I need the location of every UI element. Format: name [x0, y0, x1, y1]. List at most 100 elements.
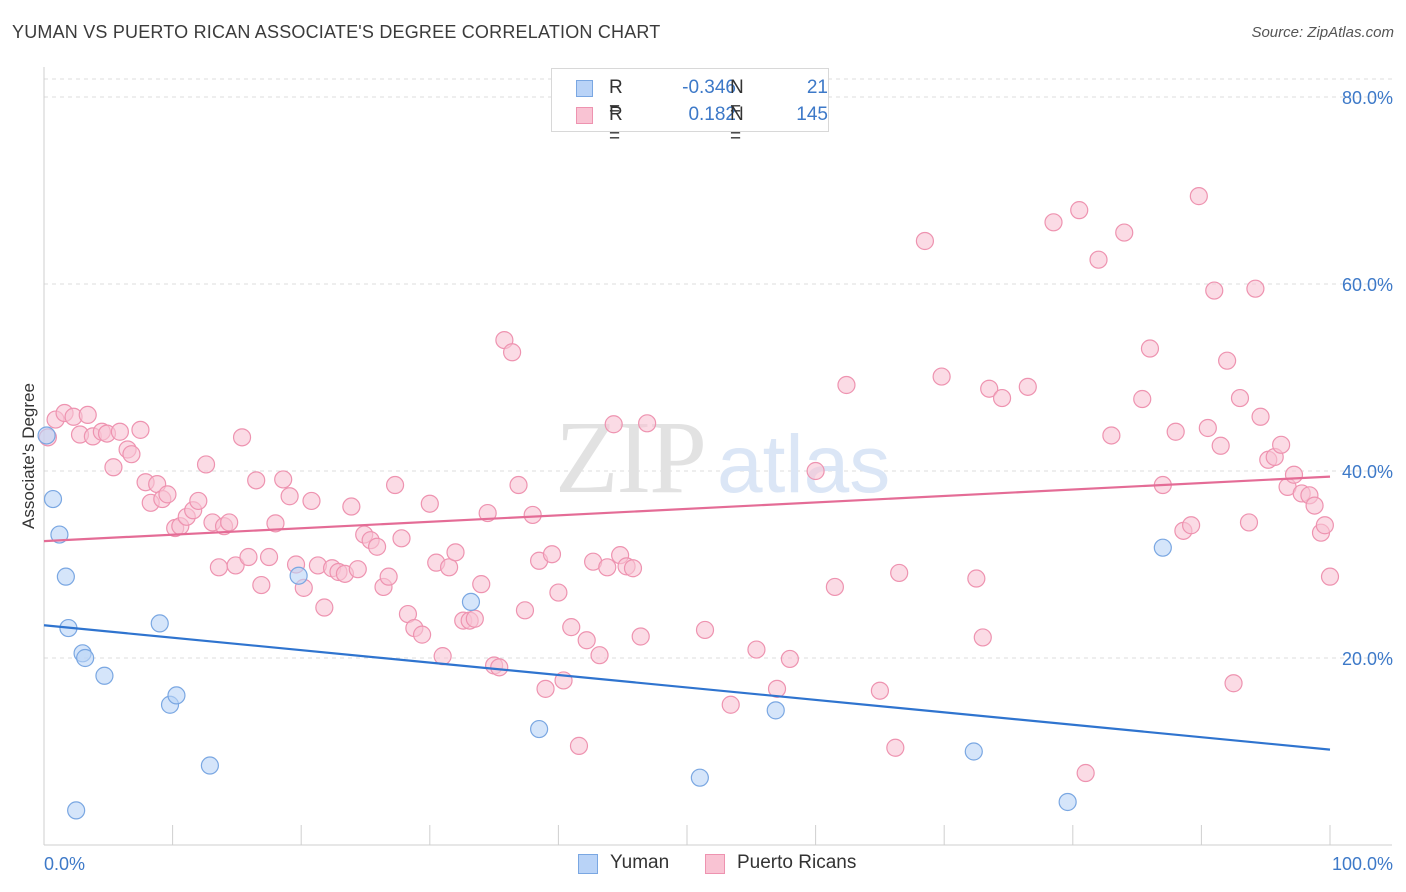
- puerto-rican-point: [747, 640, 766, 659]
- puerto-rican-point: [412, 625, 432, 644]
- puerto-rican-point: [439, 558, 459, 577]
- puerto-rican-point: [886, 738, 905, 757]
- y-tick-label: 80.0%: [1342, 88, 1393, 108]
- pr-swatch: [576, 107, 593, 124]
- puerto-rican-point: [232, 428, 252, 447]
- puerto-rican-point: [1070, 201, 1089, 220]
- puerto-rican-point: [247, 471, 266, 490]
- yuman-point: [461, 592, 481, 612]
- puerto-rican-point: [1140, 339, 1160, 358]
- pr-legend-label: Puerto Ricans: [737, 852, 857, 873]
- puerto-rican-point: [509, 475, 528, 495]
- r-label: R =: [609, 77, 623, 120]
- puerto-rican-point: [1205, 281, 1224, 300]
- puerto-rican-point: [767, 679, 787, 698]
- puerto-rican-point: [122, 445, 141, 464]
- puerto-rican-point: [1320, 567, 1340, 586]
- puerto-rican-point: [980, 379, 999, 398]
- puerto-rican-trend-line: [43, 475, 1331, 543]
- puerto-rican-point: [1044, 213, 1063, 232]
- puerto-rican-point: [932, 367, 951, 386]
- puerto-rican-point: [104, 458, 123, 477]
- yuman-point: [76, 648, 95, 668]
- yuman-point: [1058, 792, 1077, 812]
- puerto-rican-point: [1224, 674, 1243, 693]
- puerto-rican-point: [780, 649, 799, 669]
- puerto-rican-point: [1272, 435, 1291, 454]
- puerto-rican-point: [915, 231, 935, 251]
- puerto-rican-point: [1315, 516, 1334, 535]
- yuman-trend-line: [43, 624, 1331, 751]
- trend-lines: [43, 475, 1331, 751]
- chart-source: Source: ZipAtlas.com: [1251, 24, 1394, 41]
- puerto-rican-point: [1189, 187, 1208, 206]
- puerto-rican-point: [870, 681, 890, 700]
- puerto-rican-point: [1251, 407, 1270, 426]
- yuman-point: [964, 742, 983, 761]
- puerto-rican-point: [973, 628, 992, 647]
- x-tick-label-min: 0.0%: [44, 854, 85, 874]
- yuman-point: [50, 525, 69, 544]
- puerto-rican-point: [549, 583, 568, 602]
- puerto-rican-point: [420, 494, 439, 513]
- puerto-rican-point: [252, 575, 271, 595]
- n-label: N =: [730, 104, 744, 147]
- puerto-rican-point: [239, 547, 258, 567]
- puerto-rican-point: [342, 497, 361, 516]
- puerto-rican-point: [1239, 513, 1259, 532]
- correlation-legend: R = -0.346 N = 21 R = 0.182 N = 145: [551, 68, 829, 147]
- yuman-point: [150, 614, 169, 633]
- puerto-rican-point: [837, 375, 856, 395]
- y-tick-label: 60.0%: [1342, 275, 1393, 295]
- puerto-rican-point: [131, 420, 150, 439]
- puerto-rican-point: [1211, 436, 1230, 455]
- puerto-rican-point: [1305, 496, 1324, 515]
- grid-layer: [44, 78, 1392, 659]
- puerto-rican-point: [1102, 426, 1121, 445]
- puerto-rican-point: [226, 556, 245, 575]
- puerto-rican-point: [638, 414, 657, 433]
- puerto-rican-point: [220, 513, 239, 532]
- puerto-rican-point: [1089, 250, 1108, 269]
- puerto-rican-point: [562, 618, 581, 637]
- puerto-rican-point: [490, 658, 509, 677]
- axis-labels: 20.0% 40.0% 60.0% 80.0% 0.0% 100.0% Associate'…: [19, 88, 1393, 874]
- puerto-rican-point: [274, 470, 293, 489]
- puerto-rican-point: [315, 598, 334, 617]
- yuman-points: [37, 426, 1172, 820]
- puerto-rican-point: [1076, 763, 1095, 783]
- puerto-rican-point: [1246, 279, 1265, 298]
- puerto-rican-point: [433, 647, 452, 666]
- chart-title: YUMAN VS PUERTO RICAN ASSOCIATE'S DEGREE…: [12, 22, 661, 42]
- puerto-rican-point: [992, 388, 1012, 408]
- n-value-yuman: 21: [806, 77, 828, 98]
- yuman-point: [37, 426, 56, 445]
- puerto-rican-point: [158, 485, 177, 504]
- puerto-rican-point: [523, 505, 542, 525]
- yuman-point: [766, 701, 785, 720]
- puerto-rican-point: [590, 646, 609, 665]
- r-value-yuman: -0.346: [682, 77, 736, 98]
- yuman-point: [95, 666, 114, 685]
- puerto-rican-point: [1284, 465, 1304, 484]
- puerto-rican-point: [515, 601, 535, 620]
- puerto-rican-point: [302, 491, 321, 511]
- puerto-rican-point: [1166, 422, 1185, 441]
- puerto-rican-point: [604, 415, 623, 434]
- watermark-zip: ZIP: [555, 400, 705, 515]
- puerto-rican-point: [446, 543, 465, 562]
- puerto-rican-point: [465, 609, 484, 628]
- yuman-point: [67, 801, 86, 820]
- puerto-rican-point: [367, 537, 387, 556]
- yuman-swatch: [576, 80, 593, 97]
- puerto-rican-point: [695, 620, 715, 640]
- yuman-legend-label: Yuman: [610, 852, 670, 873]
- puerto-rican-point: [577, 631, 596, 650]
- n-label: N =: [730, 77, 744, 120]
- puerto-rican-point: [1230, 388, 1250, 408]
- r-value-pr: 0.182: [688, 104, 736, 125]
- puerto-rican-point: [259, 547, 279, 567]
- puerto-rican-point: [392, 529, 411, 548]
- puerto-rican-point: [478, 503, 497, 523]
